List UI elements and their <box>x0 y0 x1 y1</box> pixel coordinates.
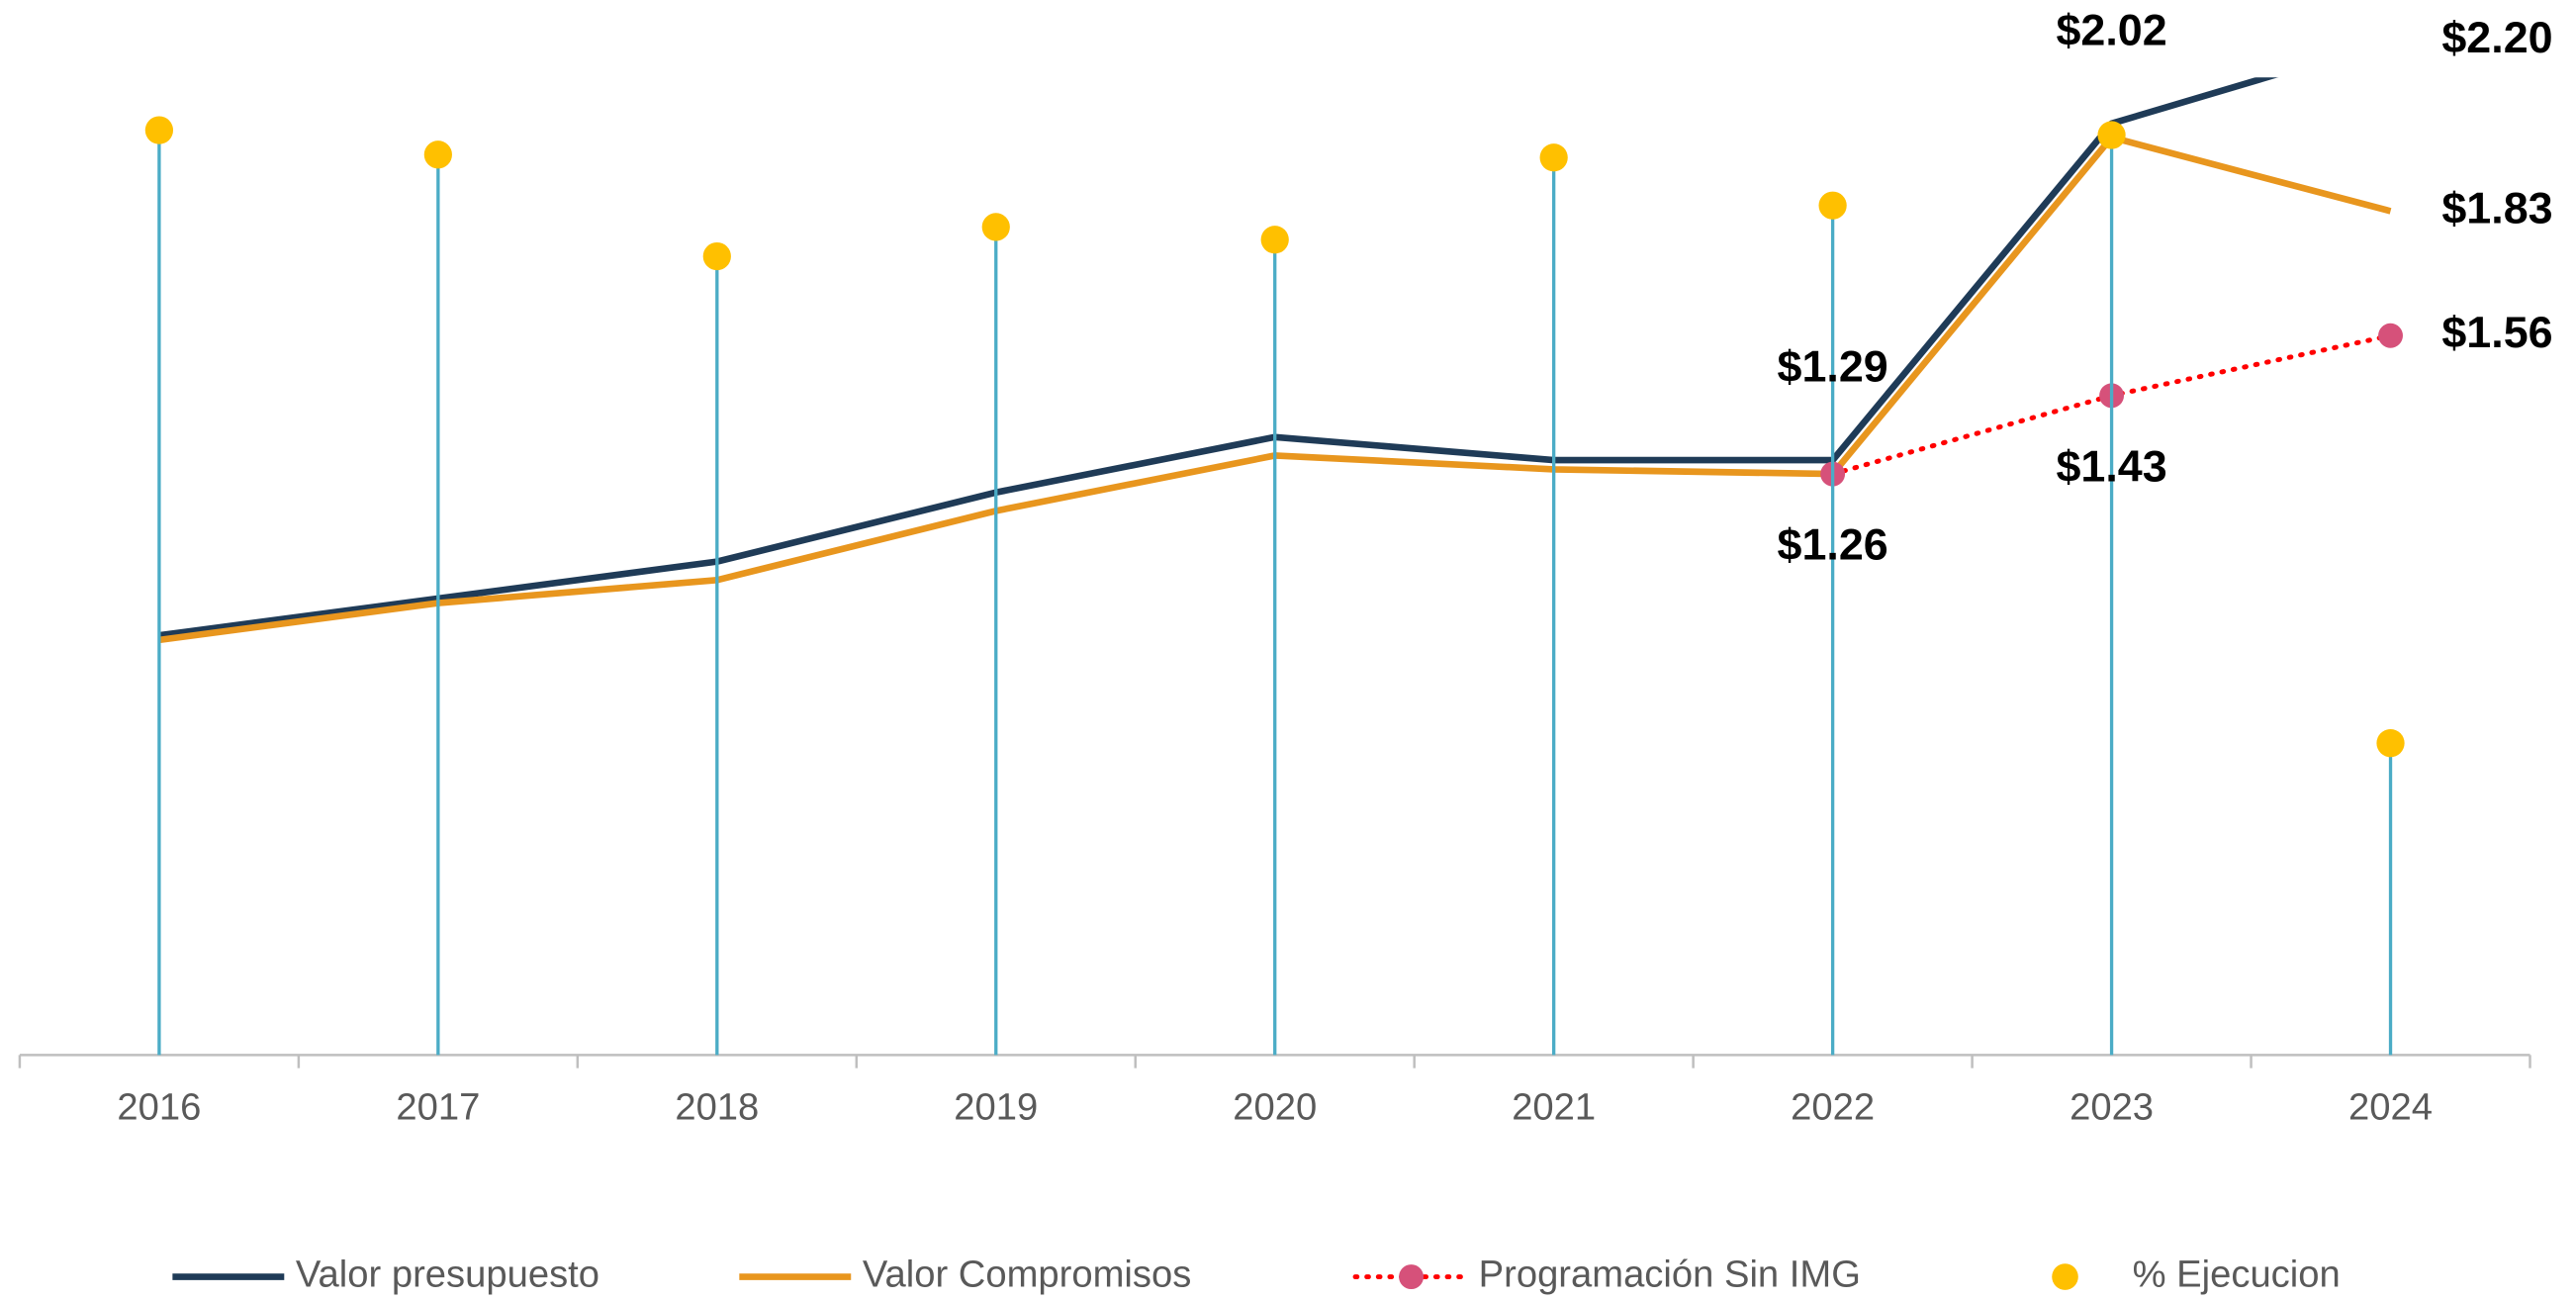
legend-marker <box>1399 1264 1425 1290</box>
x-tick-label: 2023 <box>2070 1085 2154 1128</box>
data-label: $1.83 <box>2441 182 2552 232</box>
ejecucion-dot <box>1818 191 1847 220</box>
ejecucion-dot <box>981 213 1010 241</box>
ejecucion-dot <box>2376 729 2405 758</box>
x-tick-label: 2017 <box>396 1085 480 1128</box>
x-tick-label: 2019 <box>954 1085 1038 1128</box>
series-marker <box>2378 323 2403 348</box>
legend-label: Valor Compromisos <box>863 1254 1191 1296</box>
ejecucion-dot <box>423 140 452 169</box>
ejecucion-dot <box>2097 121 2126 149</box>
legend-marker <box>2052 1263 2078 1290</box>
data-label: $2.20 <box>2441 12 2552 62</box>
ejecucion-dot <box>1539 143 1568 172</box>
data-label: $1.43 <box>2056 440 2166 491</box>
data-label: $1.29 <box>1778 341 1888 392</box>
data-label: $1.26 <box>1778 519 1888 570</box>
x-tick-label: 2020 <box>1233 1085 1317 1128</box>
x-tick-label: 2022 <box>1791 1085 1875 1128</box>
x-tick-label: 2016 <box>117 1085 201 1128</box>
x-tick-label: 2021 <box>1512 1085 1596 1128</box>
ejecucion-dot <box>1260 226 1289 254</box>
data-label: $2.02 <box>2056 4 2166 54</box>
ejecucion-dot <box>702 241 731 271</box>
ejecucion-dot <box>144 116 174 144</box>
x-tick-label: 2024 <box>2348 1085 2433 1128</box>
legend-label: Programación Sin IMG <box>1479 1254 1861 1296</box>
x-tick-label: 2018 <box>675 1085 759 1128</box>
legend-label: % Ejecucion <box>2133 1254 2341 1296</box>
data-label: $1.56 <box>2441 307 2552 357</box>
legend-label: Valor presupuesto <box>296 1254 599 1296</box>
